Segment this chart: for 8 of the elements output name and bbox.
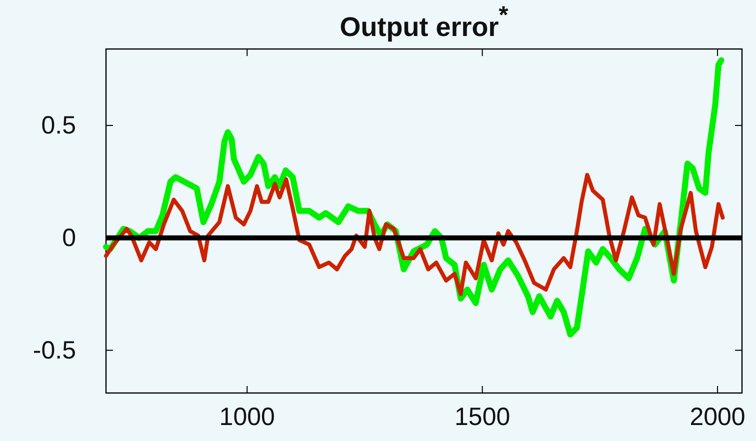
- line-series: [104, 172, 725, 296]
- x-tick-label: 2000: [690, 402, 746, 431]
- y-tick-label: -0.5: [32, 336, 76, 364]
- chart-title: Output error$^{*}$: [340, 2, 509, 42]
- x-tick-label: 1000: [219, 402, 275, 431]
- y-tick-label: 0: [62, 224, 76, 252]
- x-tick-label: 1500: [454, 402, 510, 431]
- y-tick-label: 0.5: [41, 111, 76, 140]
